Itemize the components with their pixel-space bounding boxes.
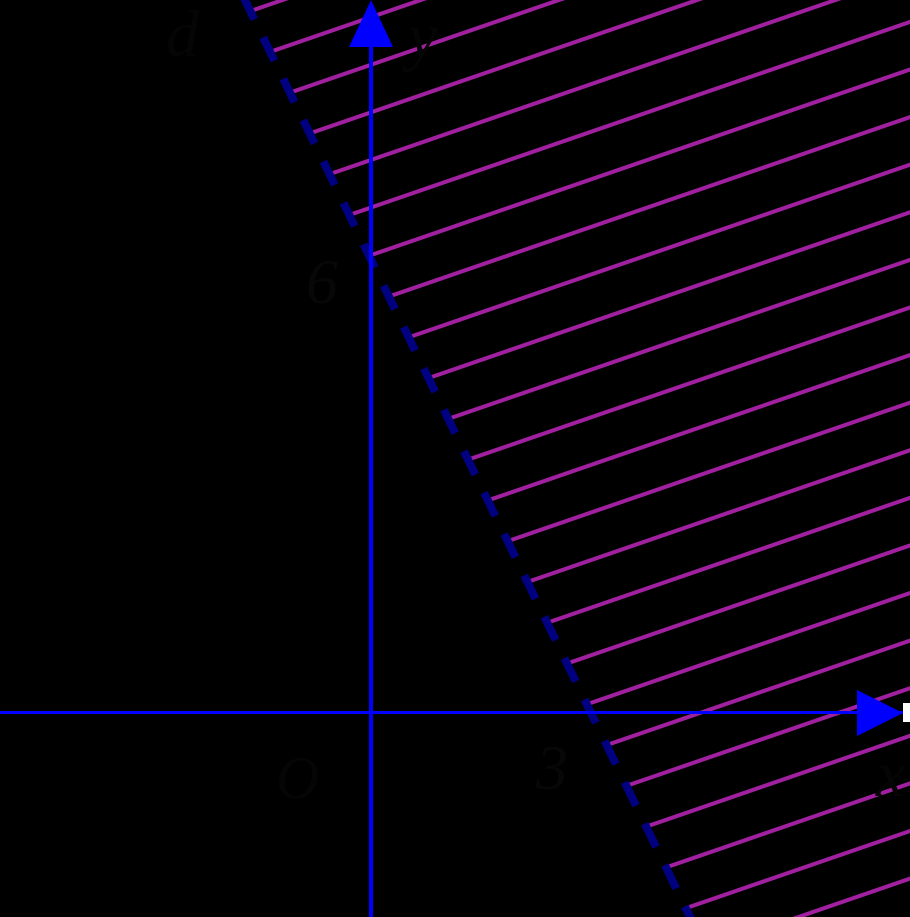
x-axis-arrow-icon [857, 690, 903, 736]
y-axis-label: y [408, 0, 438, 73]
boundary-line-d [240, 0, 695, 917]
x-axis-label: x [876, 738, 906, 811]
x-axis-edge-gap [903, 703, 910, 722]
line-label-d: d [166, 0, 199, 71]
origin-label: O [276, 745, 320, 811]
y-axis-arrow-icon [349, 0, 393, 47]
y-tick-label-6: 6 [306, 246, 338, 317]
x-tick-label-3: 3 [536, 732, 568, 803]
